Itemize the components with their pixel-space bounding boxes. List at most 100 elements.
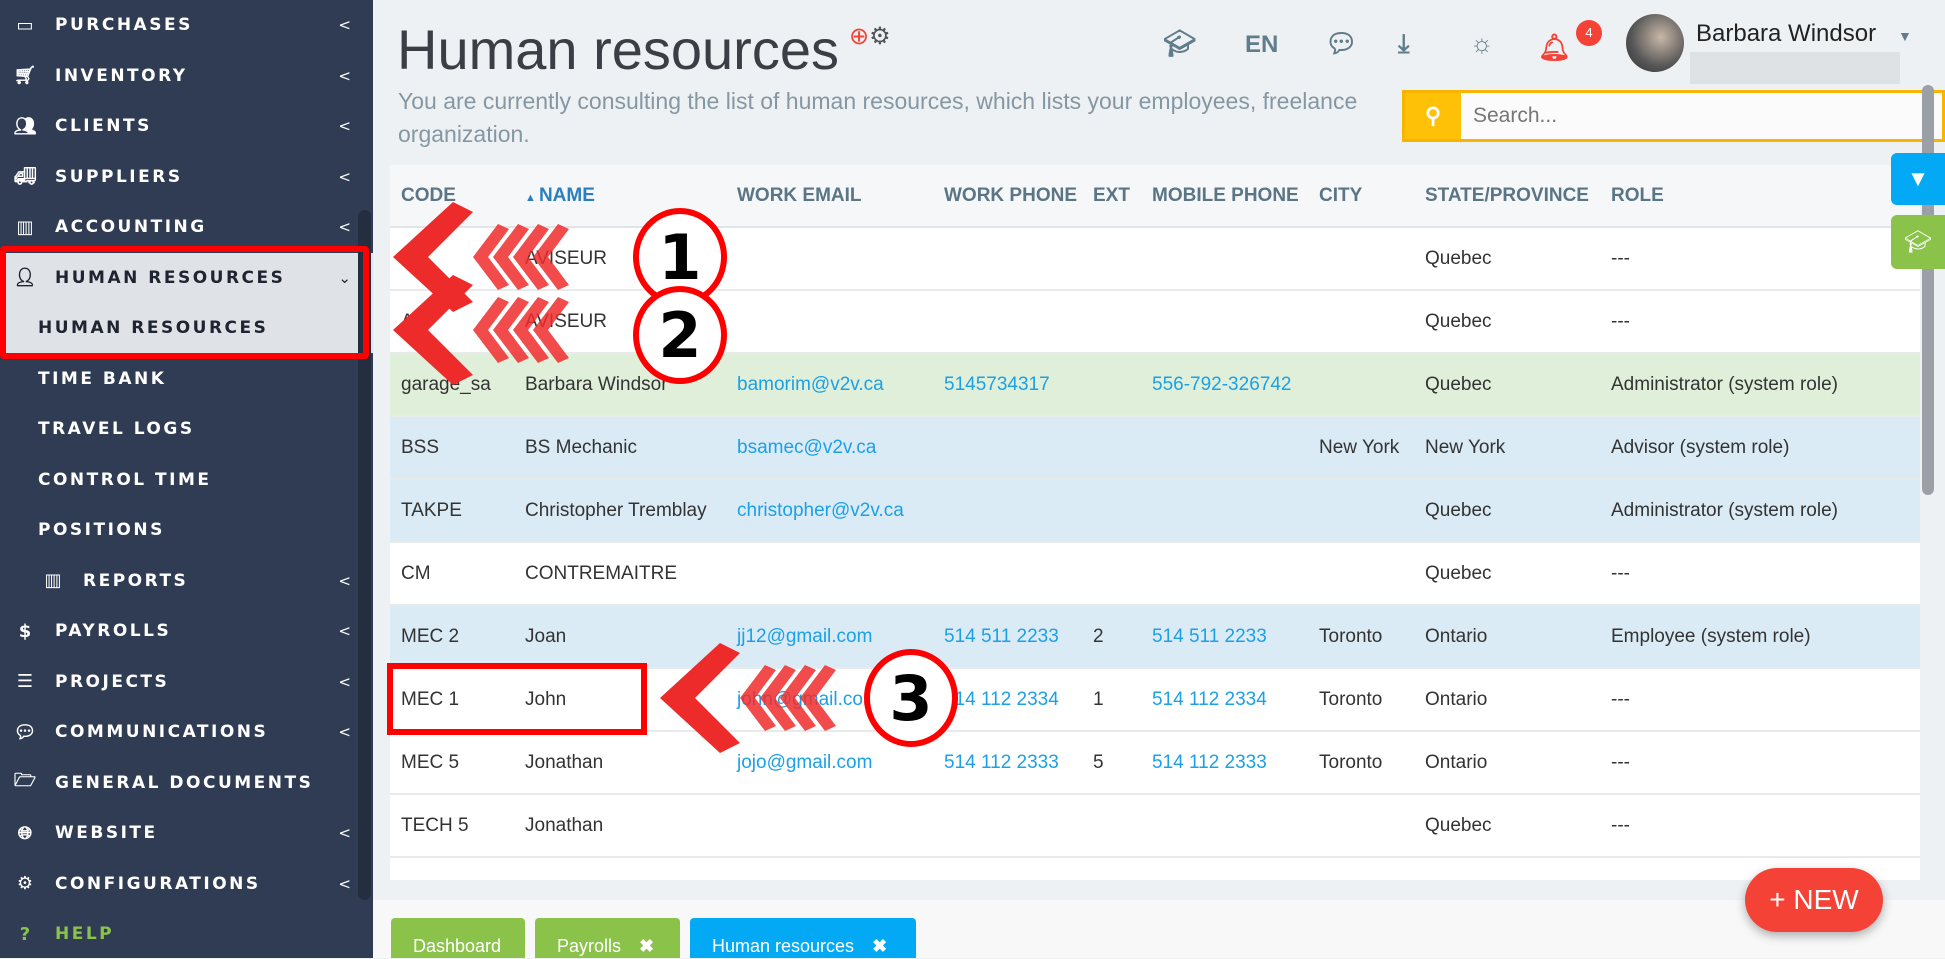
cell-text: New York: [1319, 436, 1400, 458]
close-icon[interactable]: ✖: [639, 936, 655, 956]
sidebar-item-label: TIME BANK: [38, 368, 167, 389]
sidebar-item-human-resources[interactable]: HUMAN RESOURCES: [0, 303, 373, 353]
sidebar-item-suppliers[interactable]: 🚚︎ SUPPLIERS <: [0, 152, 373, 202]
chevron-left-icon[interactable]: <: [338, 672, 351, 691]
contact-link[interactable]: christopher@v2v.ca: [737, 499, 904, 521]
language-selector[interactable]: EN: [1245, 31, 1279, 58]
contact-link[interactable]: jojo@gmail.com: [737, 751, 873, 773]
contact-link[interactable]: 514 112 2331: [1152, 878, 1267, 881]
lightbulb-icon[interactable]: ☼: [1470, 28, 1494, 58]
sidebar-item-website[interactable]: 🌐︎ WEBSITE <: [0, 808, 373, 858]
sidebar-item-human-resources[interactable]: 👤︎ HUMAN RESOURCES ⌄: [0, 252, 373, 303]
table-row[interactable]: BSS BS Mechanic bsamec@v2v.ca New York New Y…: [390, 416, 1920, 480]
chevron-left-icon[interactable]: <: [338, 723, 351, 741]
contact-link[interactable]: 514 112 2333: [944, 751, 1059, 773]
table-row[interactable]: MEC 4 Julie julie_27@gmail.com 514 112 2331…: [390, 857, 1920, 880]
download-icon[interactable]: ⤓: [1398, 28, 1410, 58]
page-scrollbar[interactable]: [1922, 85, 1934, 495]
cell-name: AVISEUR: [514, 290, 726, 354]
chevron-left-icon[interactable]: <: [338, 571, 351, 590]
bell-icon[interactable]: 🔔︎: [1538, 32, 1572, 62]
contact-link[interactable]: john@gmail.com: [737, 688, 879, 710]
cell-city: [1308, 290, 1414, 354]
new-button[interactable]: + NEW: [1745, 868, 1883, 932]
contact-link[interactable]: 514 511 2233: [944, 625, 1059, 647]
filter-button[interactable]: ▼: [1891, 153, 1945, 205]
sidebar-item-accounting[interactable]: ▥ ACCOUNTING <: [0, 202, 373, 252]
sidebar-item-configurations[interactable]: ⚙ CONFIGURATIONS <: [0, 859, 373, 909]
contact-link[interactable]: 514 511 2233: [1152, 625, 1267, 647]
contact-link[interactable]: bsamec@v2v.ca: [737, 436, 877, 458]
chevron-left-icon[interactable]: <: [338, 874, 351, 893]
chevron-left-icon[interactable]: <: [338, 622, 351, 640]
avatar[interactable]: [1626, 14, 1684, 72]
contact-link[interactable]: 514 112 2334: [1152, 688, 1267, 710]
table-row[interactable]: AVISEUR Quebec ---: [390, 227, 1920, 291]
cell-text: Joan: [525, 625, 567, 647]
column-header-mobile-phone[interactable]: MOBILE PHONE: [1141, 165, 1308, 228]
contact-link[interactable]: julie_27@gmail.com: [737, 878, 908, 881]
contact-link[interactable]: 514 112 2334: [944, 688, 1059, 710]
chevron-left-icon[interactable]: <: [338, 167, 351, 186]
chevron-left-icon[interactable]: <: [338, 824, 351, 842]
column-header-code[interactable]: CODE: [390, 165, 514, 228]
sidebar-item-help[interactable]: ? HELP: [0, 909, 373, 959]
table-row[interactable]: A2 AVISEUR Quebec ---: [390, 290, 1920, 354]
column-header-ext[interactable]: EXT: [1082, 165, 1141, 228]
column-header-role[interactable]: ROLE: [1600, 165, 1920, 228]
sidebar-item-control-time[interactable]: CONTROL TIME: [0, 455, 373, 505]
chevron-left-icon[interactable]: <: [338, 16, 351, 34]
table-row[interactable]: CM CONTREMAITRE Quebec ---: [390, 542, 1920, 606]
chevron-left-icon[interactable]: <: [338, 218, 351, 236]
tutorial-button[interactable]: 🎓︎: [1891, 215, 1945, 269]
sidebar-item-purchases[interactable]: ▭ PURCHASES <: [0, 0, 373, 50]
chevron-left-icon[interactable]: <: [338, 66, 351, 85]
sidebar-item-clients[interactable]: 👥︎ CLIENTS <: [0, 101, 373, 151]
bottom-tab-dashboard[interactable]: Dashboard: [391, 918, 525, 958]
search-icon[interactable]: ⚲: [1405, 93, 1461, 139]
chevron-down-icon[interactable]: ⌄: [338, 268, 351, 287]
column-header-city[interactable]: CITY: [1308, 165, 1414, 228]
contact-link[interactable]: 514 112 2331: [944, 878, 1059, 881]
user-name[interactable]: Barbara Windsor: [1696, 20, 1877, 47]
table-row[interactable]: TAKPE Christopher Tremblay christopher@v2v…: [390, 479, 1920, 543]
sidebar-item-travel-logs[interactable]: TRAVEL LOGS: [0, 404, 373, 454]
column-header-name[interactable]: ▲ NAME: [514, 165, 726, 228]
contact-link[interactable]: 514 112 2333: [1152, 751, 1267, 773]
chevron-left-icon[interactable]: <: [338, 117, 351, 135]
table-row[interactable]: MEC 2 Joan jj12@gmail.com 514 511 2233 2 514 …: [390, 605, 1920, 669]
column-header-state-province[interactable]: STATE/PROVINCE: [1414, 165, 1600, 228]
contact-link[interactable]: bamorim@v2v.ca: [737, 373, 884, 395]
search-input[interactable]: [1461, 93, 1942, 139]
graduation-cap-icon[interactable]: 🎓︎: [1163, 28, 1197, 58]
bottom-tab-payrolls[interactable]: Payrolls ✖: [535, 918, 680, 958]
cell-work-phone: 514 511 2233: [933, 605, 1082, 669]
contact-link[interactable]: 556-792-326742: [1152, 373, 1292, 395]
sidebar-item-general-documents[interactable]: 🗁 GENERAL DOCUMENTS: [0, 758, 373, 808]
sidebar-item-reports[interactable]: ▥ REPORTS <: [0, 556, 373, 606]
table-row[interactable]: MEC 5 Jonathan jojo@gmail.com 514 112 2333 5…: [390, 731, 1920, 795]
cell-work-email: john@gmail.com: [726, 668, 933, 732]
sidebar-scrollbar[interactable]: [358, 210, 371, 900]
close-icon[interactable]: ✖: [872, 936, 888, 956]
column-header-work-phone[interactable]: WORK PHONE: [933, 165, 1082, 228]
contact-link[interactable]: jj12@gmail.com: [737, 625, 873, 647]
sidebar-item-positions[interactable]: POSITIONS: [0, 505, 373, 555]
sidebar-item-projects[interactable]: ☰ PROJECTS <: [0, 657, 373, 707]
sidebar-item-inventory[interactable]: 🛒︎ INVENTORY <: [0, 51, 373, 101]
sidebar-item-time-bank[interactable]: TIME BANK: [0, 354, 373, 404]
cell-text: TECH 5: [401, 814, 469, 836]
column-header-work-email[interactable]: WORK EMAIL: [726, 165, 933, 228]
contact-link[interactable]: 5145734317: [944, 373, 1050, 395]
caret-down-icon[interactable]: ▼: [1898, 28, 1912, 44]
add-icon[interactable]: ⊕: [848, 23, 870, 50]
cell-state-province: Quebec: [1414, 794, 1600, 858]
sidebar-item-communications[interactable]: 💬︎ COMMUNICATIONS <: [0, 707, 373, 757]
chat-icon[interactable]: 💬︎: [1325, 28, 1359, 58]
table-row[interactable]: garage_sa Barbara Windsor bamorim@v2v.ca 51…: [390, 353, 1920, 417]
cell-code: MEC 4: [390, 857, 514, 880]
gear-icon[interactable]: ⚙: [869, 23, 891, 50]
sidebar-item-payrolls[interactable]: $ PAYROLLS <: [0, 606, 373, 656]
bottom-tab-human-resources[interactable]: Human resources ✖: [690, 918, 916, 958]
table-row[interactable]: TECH 5 Jonathan Quebec ---: [390, 794, 1920, 858]
